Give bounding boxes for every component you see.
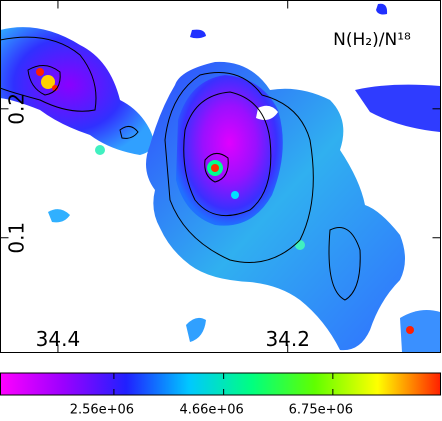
colorbar xyxy=(0,372,441,396)
contours xyxy=(0,36,361,301)
x-tick-label: 34.2 xyxy=(265,327,310,351)
colorbar-tick-label: 2.56e+06 xyxy=(70,403,134,418)
colorbar-tick-label: 4.66e+06 xyxy=(179,403,243,418)
map-title: N(H₂)/N¹⁸ xyxy=(333,30,411,50)
map-image xyxy=(0,3,440,352)
y-tick-label: 0.1 xyxy=(5,222,29,254)
map-frame xyxy=(0,0,441,353)
x-tick-label: 34.4 xyxy=(36,327,81,351)
colorbar-tick-label: 6.75e+06 xyxy=(289,403,353,418)
y-tick-label: 0.2 xyxy=(5,93,29,125)
